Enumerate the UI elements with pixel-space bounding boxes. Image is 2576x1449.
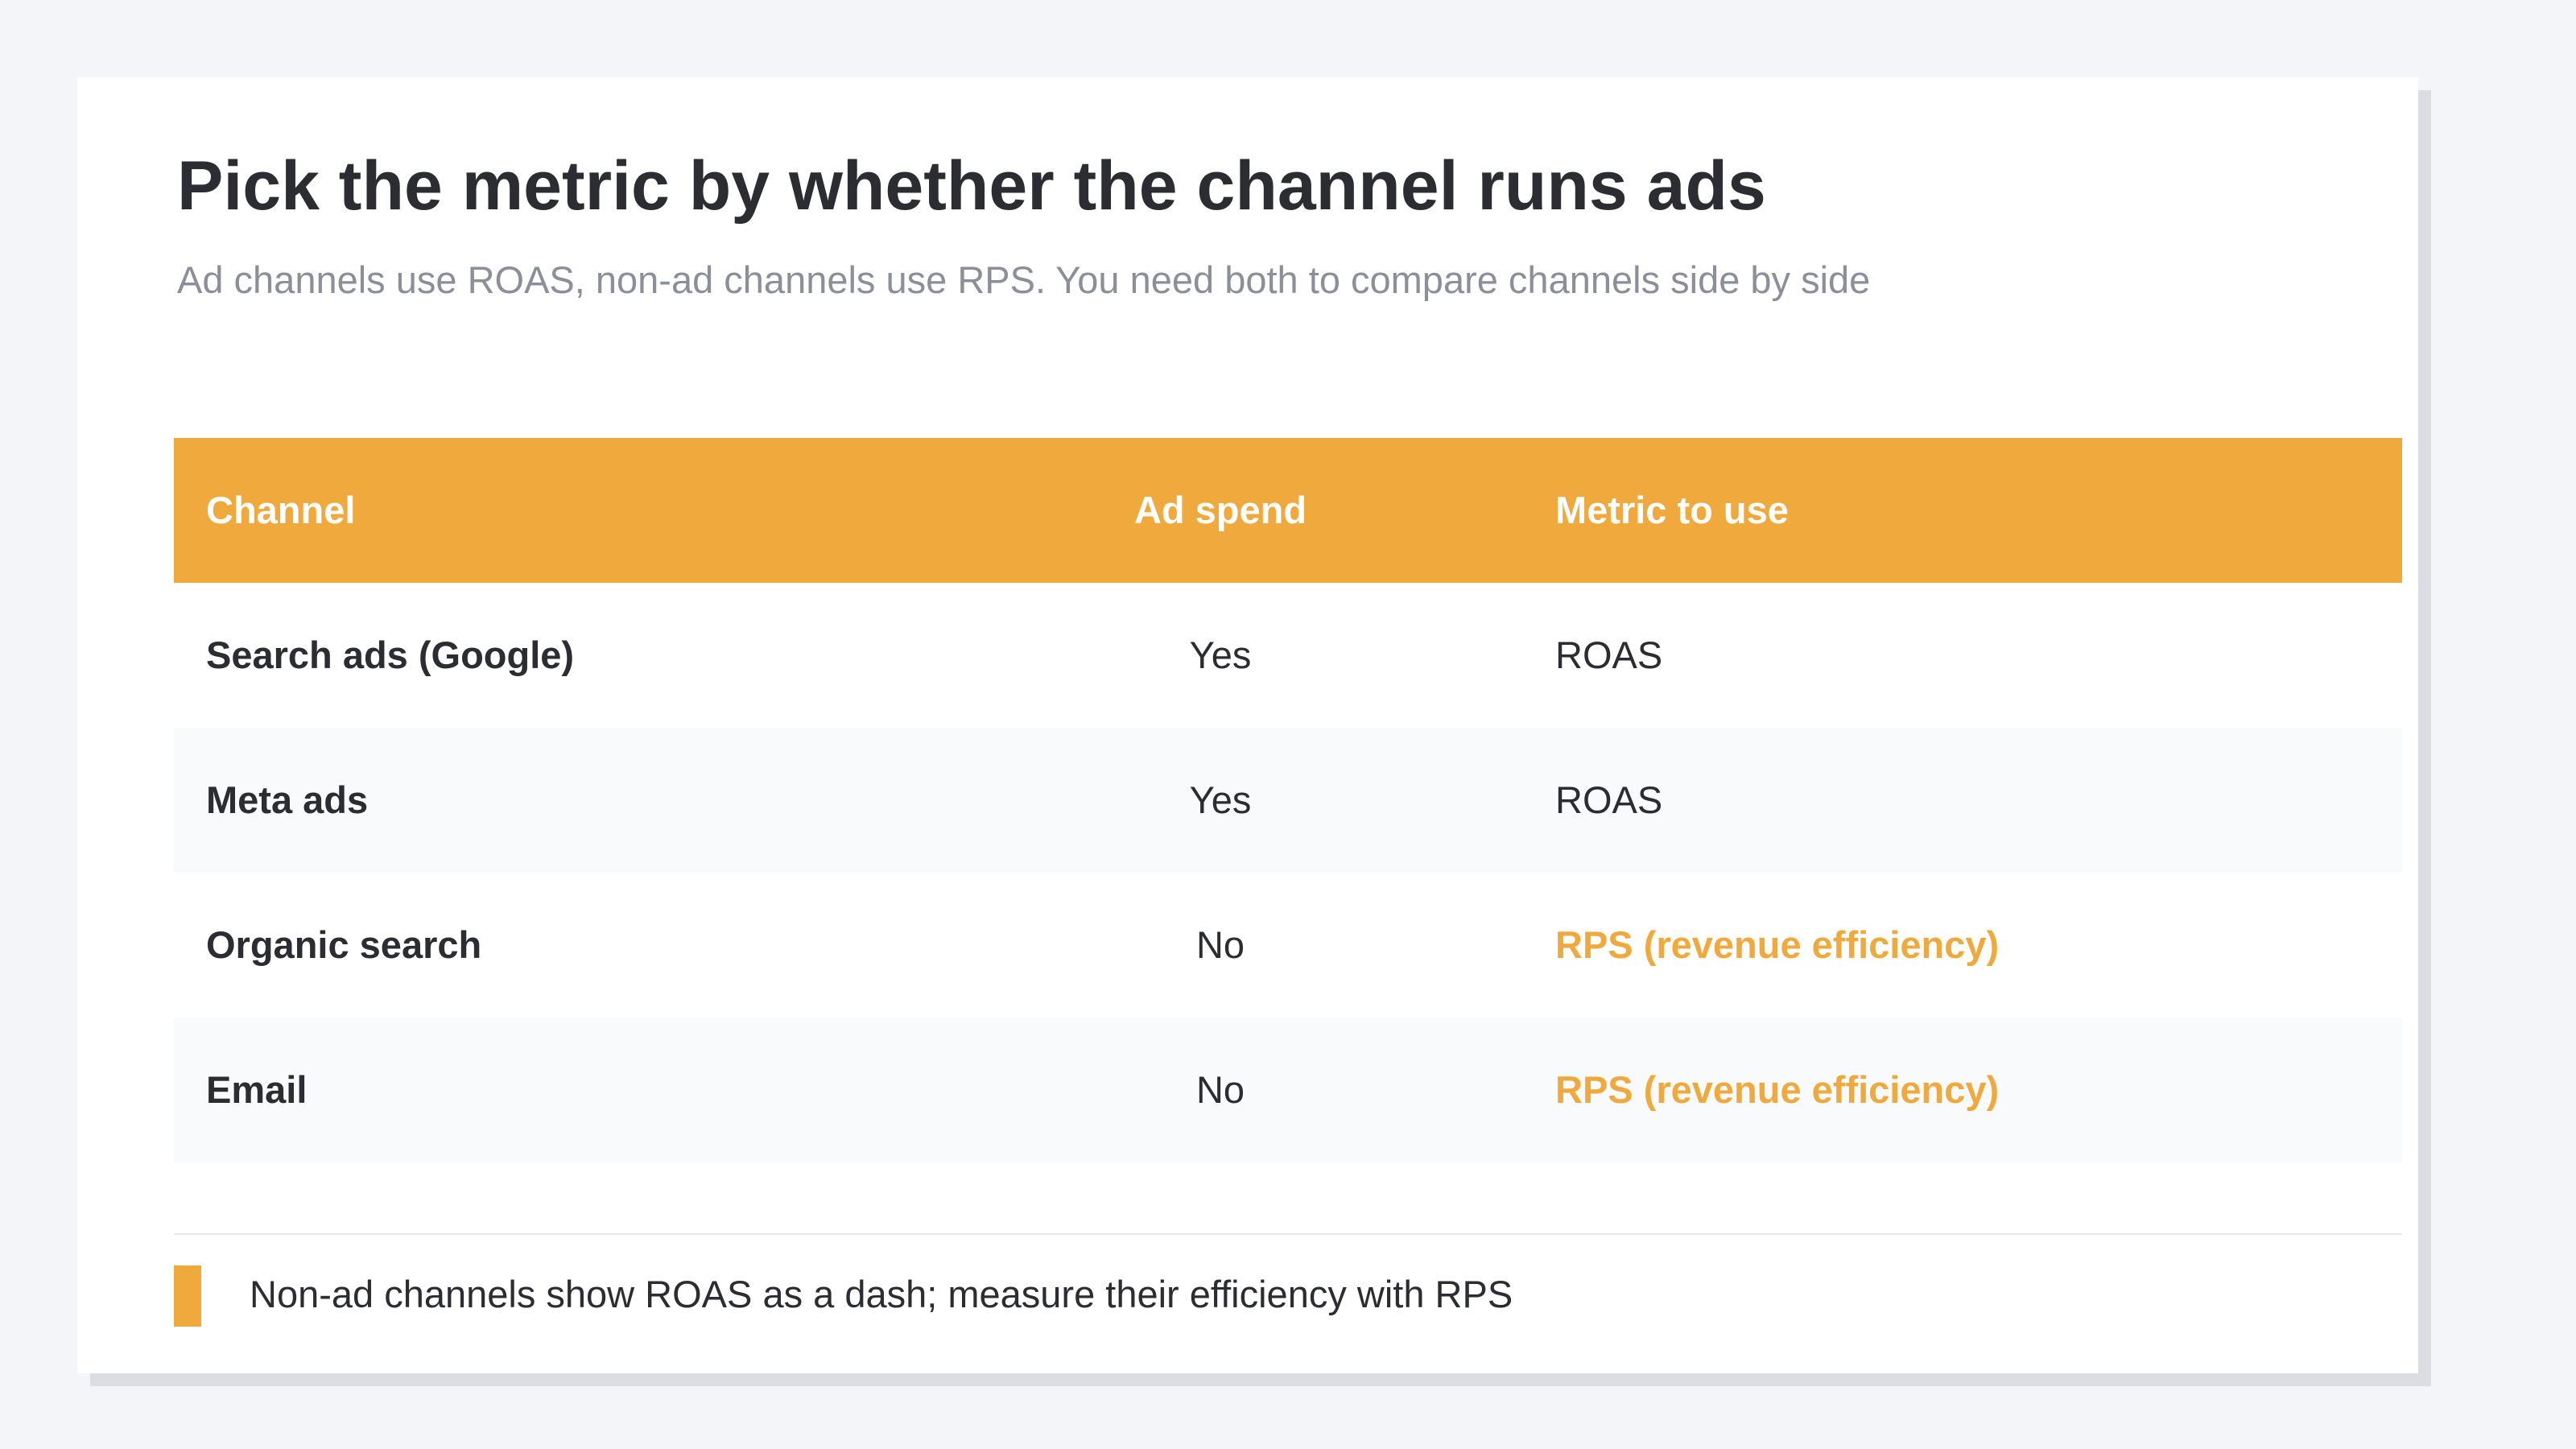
table-row: Meta ads Yes ROAS: [174, 728, 2402, 873]
table-row: Search ads (Google) Yes ROAS: [174, 583, 2402, 728]
divider: [174, 1233, 2402, 1235]
metric-cell: ROAS: [1555, 633, 1663, 676]
header-channel: Channel: [206, 488, 356, 531]
page-title: Pick the metric by whether the channel r…: [177, 147, 1766, 225]
header-ad-spend: Ad spend: [1133, 488, 1307, 531]
header-metric: Metric to use: [1555, 488, 1789, 531]
table-row: Email No RPS (revenue efficiency): [174, 1018, 2402, 1162]
channel-cell: Meta ads: [206, 778, 369, 821]
ad-spend-cell: No: [1195, 923, 1245, 966]
metric-table: Channel Ad spend Metric to use Search ad…: [174, 438, 2402, 1162]
metric-cell: ROAS: [1555, 778, 1663, 821]
table-header-row: Channel Ad spend Metric to use: [174, 438, 2402, 583]
metric-cell: RPS (revenue efficiency): [1555, 1067, 2000, 1111]
ad-spend-cell: No: [1195, 1067, 1245, 1111]
page-subtitle: Ad channels use ROAS, non-ad channels us…: [177, 258, 1871, 301]
ad-spend-cell: Yes: [1189, 778, 1252, 821]
channel-cell: Organic search: [206, 923, 482, 966]
table-row: Organic search No RPS (revenue efficienc…: [174, 873, 2402, 1018]
note-marker: [174, 1265, 201, 1327]
metric-cell: RPS (revenue efficiency): [1555, 923, 2000, 966]
content-card: Pick the metric by whether the channel r…: [77, 77, 2418, 1373]
footnote: Non-ad channels show ROAS as a dash; mea…: [250, 1273, 1513, 1315]
ad-spend-cell: Yes: [1189, 633, 1252, 676]
channel-cell: Search ads (Google): [206, 633, 575, 676]
channel-cell: Email: [206, 1067, 308, 1111]
